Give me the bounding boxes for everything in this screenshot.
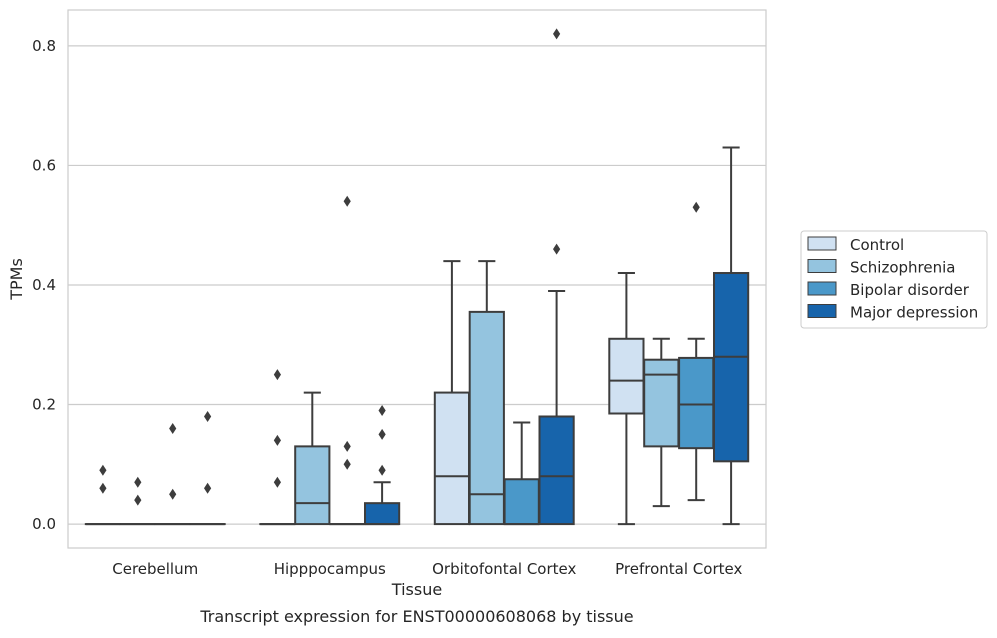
box-group <box>609 273 643 524</box>
y-tick-label: 0.8 <box>32 37 56 55</box>
box-group <box>190 411 224 524</box>
box-group <box>86 465 120 524</box>
x-tick-label: Cerebellum <box>112 560 198 578</box>
outlier-point <box>134 477 141 488</box>
outlier-point <box>274 435 281 446</box>
box-group <box>714 147 748 524</box>
y-axis-ticks: 0.0 0.2 0.4 0.6 0.8 <box>32 37 56 533</box>
outlier-point <box>553 244 560 255</box>
outlier-point <box>553 28 560 39</box>
box <box>609 339 643 414</box>
chart-caption: Transcript expression for ENST0000060806… <box>199 607 633 626</box>
outlier-point <box>274 369 281 380</box>
box <box>505 479 539 524</box>
box-group <box>679 202 713 500</box>
legend-swatch <box>808 305 836 318</box>
box-group <box>121 477 155 524</box>
outlier-point <box>274 477 281 488</box>
boxes-layer <box>86 28 748 524</box>
x-axis-label: Tissue <box>391 580 442 599</box>
x-tick-label: Prefrontal Cortex <box>615 560 742 578</box>
outlier-point <box>204 411 211 422</box>
y-tick-label: 0.2 <box>32 396 56 414</box>
outlier-point <box>379 405 386 416</box>
box-group <box>505 422 539 524</box>
box-group <box>365 405 399 524</box>
legend-swatch <box>808 237 836 250</box>
outlier-point <box>134 495 141 506</box>
legend-swatch <box>808 260 836 273</box>
y-tick-label: 0.6 <box>32 156 56 174</box>
legend-label: Schizophrenia <box>850 259 955 277</box>
box-group <box>330 196 364 524</box>
box <box>435 393 469 525</box>
legend-label: Control <box>850 236 904 254</box>
box <box>295 446 329 524</box>
outlier-point <box>99 465 106 476</box>
y-tick-label: 0.0 <box>32 515 56 533</box>
outlier-point <box>99 483 106 494</box>
x-tick-label: Orbitofontal Cortex <box>432 560 576 578</box>
outlier-point <box>344 459 351 470</box>
box <box>539 416 573 524</box>
outlier-point <box>169 423 176 434</box>
outlier-point <box>344 441 351 452</box>
box <box>714 273 748 461</box>
box-group <box>435 261 469 524</box>
box-group <box>260 369 294 524</box>
box-group <box>644 339 678 506</box>
outlier-point <box>379 429 386 440</box>
box-group <box>539 28 573 524</box>
box-group <box>156 423 190 524</box>
box <box>644 360 678 447</box>
outlier-point <box>344 196 351 207</box>
x-axis-ticks: Cerebellum Hipppocampus Orbitofontal Corte… <box>112 560 742 578</box>
legend: Control Schizophrenia Bipolar disorder Majo… <box>801 231 987 328</box>
box-group <box>470 261 504 524</box>
legend-label: Major depression <box>850 304 978 322</box>
box <box>365 503 399 524</box>
box <box>679 358 713 448</box>
legend-label: Bipolar disorder <box>850 281 970 299</box>
outlier-point <box>693 202 700 213</box>
y-tick-label: 0.4 <box>32 276 56 294</box>
box-group <box>295 393 329 525</box>
outlier-point <box>204 483 211 494</box>
outlier-point <box>379 465 386 476</box>
x-tick-label: Hipppocampus <box>274 560 386 578</box>
outlier-point <box>169 489 176 500</box>
legend-swatch <box>808 282 836 295</box>
box <box>470 312 504 524</box>
y-axis-label: TPMs <box>7 258 26 301</box>
